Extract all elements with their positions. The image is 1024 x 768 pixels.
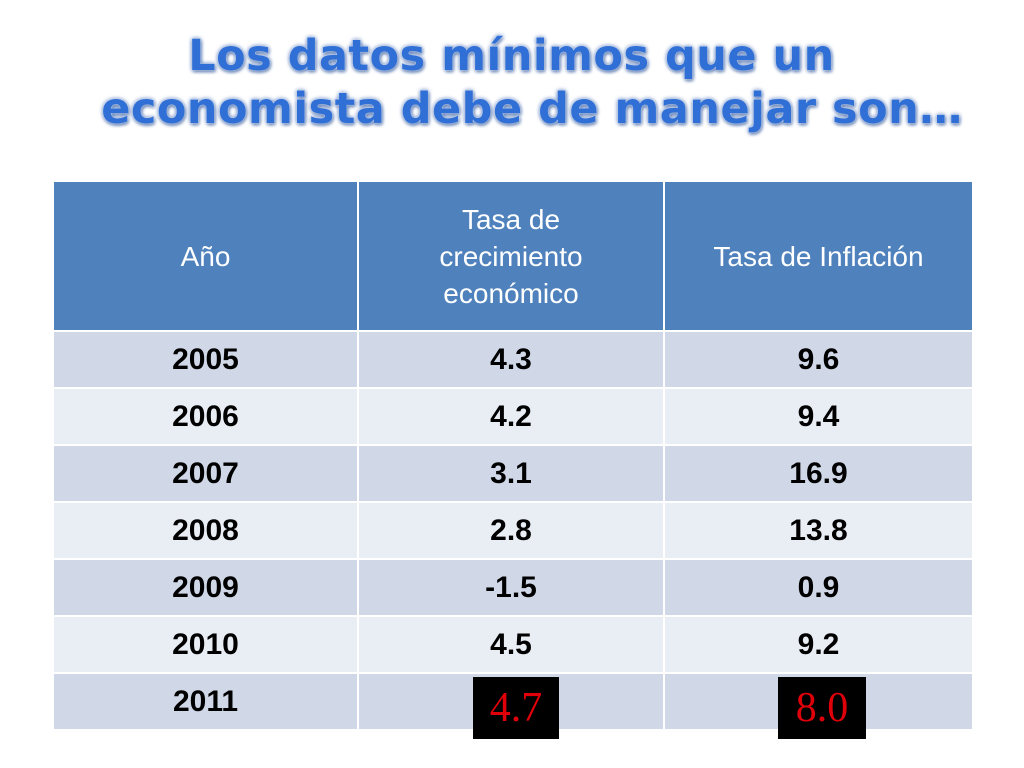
- cell-inflation: 0.9: [663, 558, 974, 617]
- cell-year: 2007: [52, 444, 359, 503]
- cell-inflation: 16.9: [663, 444, 974, 503]
- cell-inflation: 13.8: [663, 501, 974, 560]
- header-inflation: Tasa de Inflación: [663, 180, 974, 332]
- cell-inflation: 9.4: [663, 387, 974, 446]
- table-row: 2008 2.8 13.8: [52, 501, 974, 560]
- cell-year: 2011: [52, 672, 359, 731]
- cell-growth: -1.5: [357, 558, 665, 617]
- cell-growth: 4.3: [357, 330, 665, 389]
- table-row: 2009 -1.5 0.9: [52, 558, 974, 617]
- highlight-growth-2011: 4.7: [473, 677, 559, 739]
- cell-growth: 3.1: [357, 444, 665, 503]
- cell-year: 2009: [52, 558, 359, 617]
- cell-growth: 4.2: [357, 387, 665, 446]
- header-growth: Tasa de crecimiento económico: [357, 180, 665, 332]
- cell-inflation: 9.6: [663, 330, 974, 389]
- slide-title: Los datos mínimos que un economista debe…: [0, 30, 1024, 136]
- header-year: Año: [52, 180, 359, 332]
- title-line-1: Los datos mínimos que un: [188, 31, 835, 81]
- cell-year: 2010: [52, 615, 359, 674]
- cell-growth: 2.8: [357, 501, 665, 560]
- title-line-2: economista debe de manejar son…: [101, 84, 963, 134]
- cell-year: 2006: [52, 387, 359, 446]
- cell-year: 2005: [52, 330, 359, 389]
- table-row: 2006 4.2 9.4: [52, 387, 974, 446]
- cell-inflation: 9.2: [663, 615, 974, 674]
- table-header-row: Año Tasa de crecimiento económico Tasa d…: [52, 180, 974, 332]
- economic-data-table: Año Tasa de crecimiento económico Tasa d…: [52, 180, 974, 731]
- table-row: 2005 4.3 9.6: [52, 330, 974, 389]
- table-row: 2010 4.5 9.2: [52, 615, 974, 674]
- highlight-inflation-2011: 8.0: [778, 677, 866, 739]
- cell-year: 2008: [52, 501, 359, 560]
- table-row: 2007 3.1 16.9: [52, 444, 974, 503]
- cell-growth: 4.5: [357, 615, 665, 674]
